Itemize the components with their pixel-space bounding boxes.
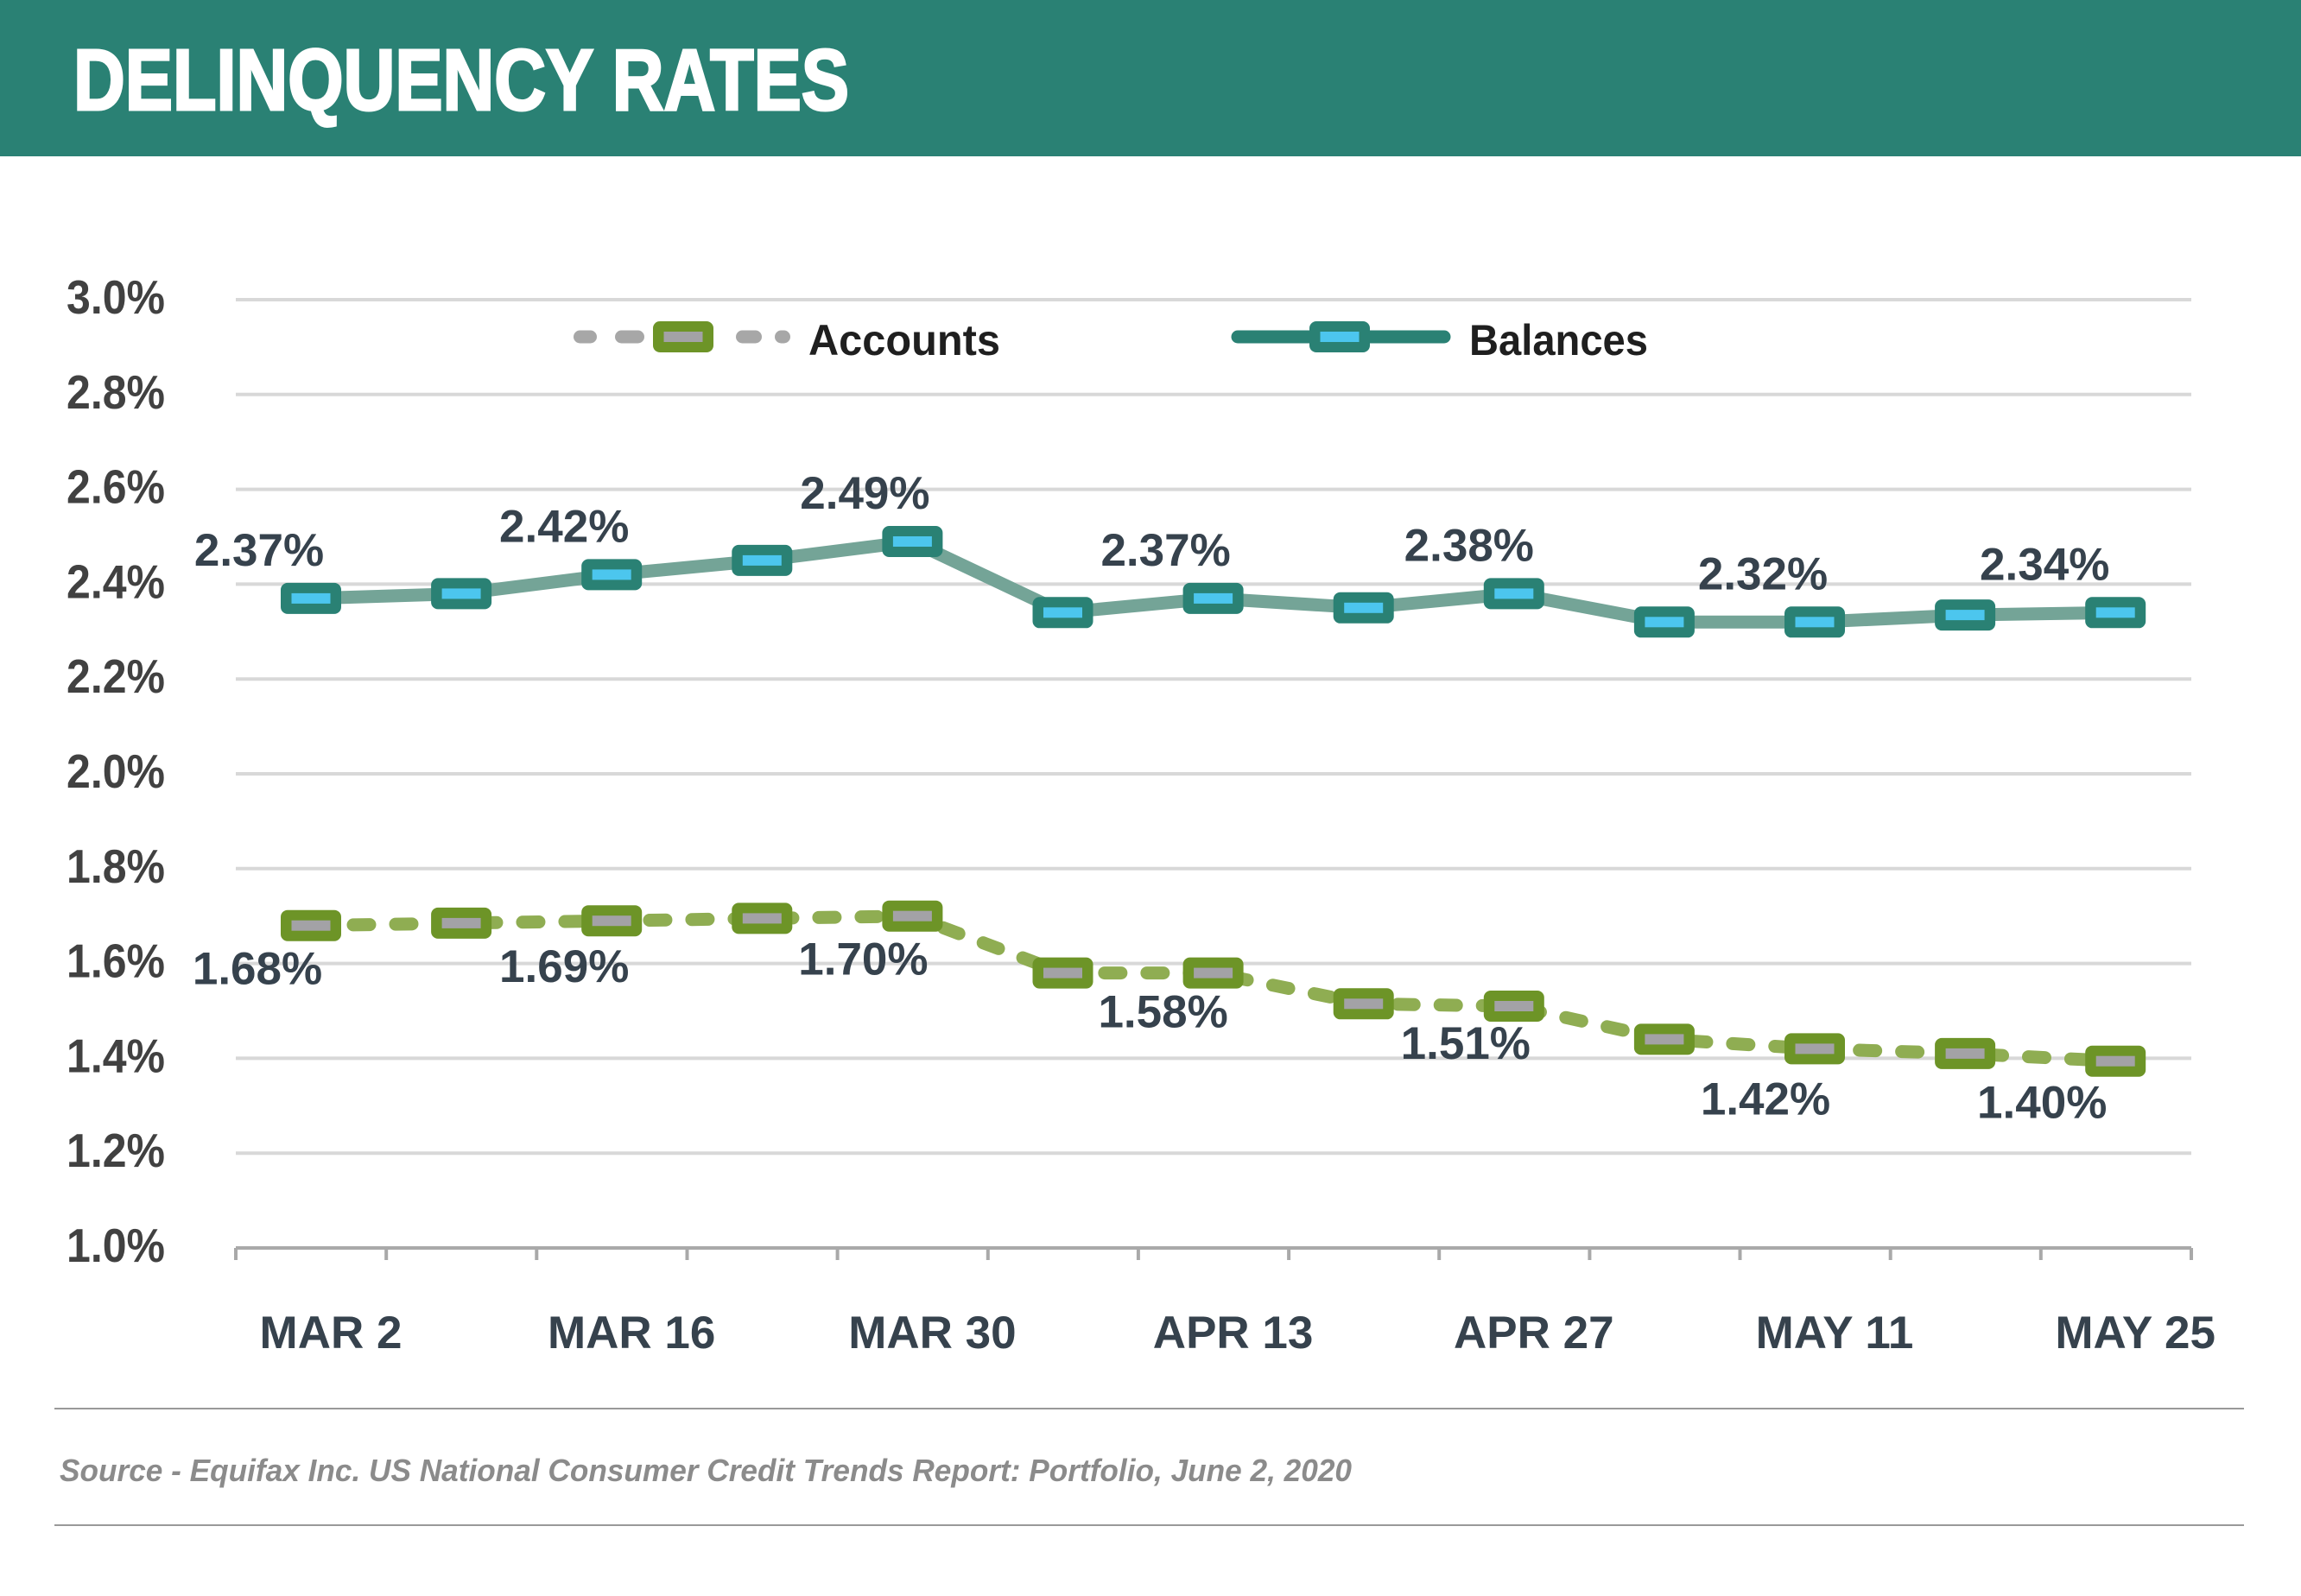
svg-text:1.58%: 1.58%: [1098, 987, 1227, 1038]
svg-text:Accounts: Accounts: [808, 316, 1000, 364]
svg-text:2.2%: 2.2%: [67, 649, 165, 703]
svg-text:2.42%: 2.42%: [499, 501, 629, 552]
svg-text:Source - Equifax Inc. US Natio: Source - Equifax Inc. US National Consum…: [60, 1453, 1352, 1488]
svg-text:1.4%: 1.4%: [67, 1029, 165, 1082]
svg-text:1.6%: 1.6%: [67, 934, 165, 988]
svg-text:2.37%: 2.37%: [1100, 525, 1230, 576]
svg-text:MAR 30: MAR 30: [848, 1308, 1016, 1358]
svg-text:1.8%: 1.8%: [67, 839, 165, 893]
svg-text:2.8%: 2.8%: [67, 365, 165, 419]
svg-text:1.69%: 1.69%: [499, 941, 629, 992]
svg-text:2.4%: 2.4%: [67, 554, 165, 608]
svg-text:1.68%: 1.68%: [193, 944, 322, 995]
svg-text:MAR 16: MAR 16: [548, 1308, 715, 1358]
svg-text:1.70%: 1.70%: [798, 934, 928, 985]
svg-text:APR 27: APR 27: [1454, 1308, 1614, 1358]
svg-text:3.0%: 3.0%: [67, 270, 165, 324]
svg-text:2.32%: 2.32%: [1698, 548, 1828, 599]
svg-text:Balances: Balances: [1469, 316, 1648, 364]
svg-text:2.34%: 2.34%: [1980, 539, 2109, 590]
svg-text:2.6%: 2.6%: [67, 460, 165, 514]
svg-text:1.51%: 1.51%: [1401, 1018, 1531, 1069]
svg-text:1.2%: 1.2%: [67, 1124, 165, 1177]
svg-text:2.37%: 2.37%: [194, 525, 324, 576]
svg-text:MAY 25: MAY 25: [2055, 1308, 2215, 1358]
svg-text:2.49%: 2.49%: [800, 468, 929, 519]
svg-text:2.38%: 2.38%: [1404, 520, 1534, 571]
svg-text:APR 13: APR 13: [1153, 1308, 1314, 1358]
svg-text:DELINQUENCY RATES: DELINQUENCY RATES: [73, 32, 849, 129]
svg-text:1.42%: 1.42%: [1701, 1074, 1830, 1124]
svg-text:1.40%: 1.40%: [1977, 1078, 2107, 1129]
svg-text:MAY 11: MAY 11: [1756, 1308, 1914, 1358]
svg-text:MAR 2: MAR 2: [260, 1308, 403, 1358]
svg-text:2.0%: 2.0%: [67, 744, 165, 798]
svg-text:1.0%: 1.0%: [67, 1219, 165, 1272]
